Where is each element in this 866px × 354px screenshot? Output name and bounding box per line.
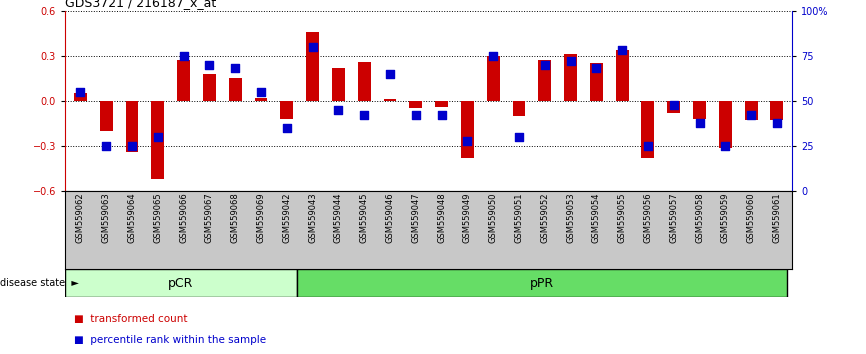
Text: GSM559068: GSM559068	[230, 193, 240, 244]
Point	[615, 47, 629, 53]
Point	[667, 102, 681, 107]
FancyBboxPatch shape	[65, 269, 297, 297]
Bar	[668, 101, 680, 113]
Point	[461, 138, 475, 143]
Bar	[332, 68, 345, 101]
Point	[306, 44, 320, 50]
Text: ■  percentile rank within the sample: ■ percentile rank within the sample	[74, 335, 266, 345]
Text: GSM559045: GSM559045	[359, 193, 369, 243]
Text: disease state  ►: disease state ►	[0, 278, 79, 288]
Point	[564, 58, 578, 64]
Point	[254, 89, 268, 95]
Bar	[435, 101, 448, 107]
Text: GSM559049: GSM559049	[462, 193, 472, 243]
Bar	[100, 101, 113, 131]
Text: GSM559054: GSM559054	[591, 193, 601, 243]
Bar	[384, 99, 397, 101]
Bar	[229, 78, 242, 101]
Bar	[74, 93, 87, 101]
Bar	[152, 101, 165, 179]
Text: pPR: pPR	[530, 277, 554, 290]
Point	[280, 125, 294, 131]
Bar	[513, 101, 526, 116]
Point	[590, 65, 604, 71]
Text: GSM559061: GSM559061	[772, 193, 781, 243]
Bar	[410, 101, 423, 108]
Text: GSM559062: GSM559062	[76, 193, 85, 243]
Bar	[178, 60, 190, 101]
Point	[744, 113, 758, 118]
Bar	[719, 101, 732, 148]
Point	[770, 120, 784, 125]
Text: GSM559053: GSM559053	[566, 193, 575, 243]
Bar	[539, 60, 551, 101]
Point	[409, 113, 423, 118]
Point	[151, 134, 165, 140]
Bar	[693, 101, 706, 119]
Text: GDS3721 / 216187_x_at: GDS3721 / 216187_x_at	[65, 0, 216, 10]
Text: pCR: pCR	[168, 277, 194, 290]
Text: GSM559048: GSM559048	[437, 193, 446, 243]
Text: GSM559057: GSM559057	[669, 193, 678, 243]
Text: GSM559063: GSM559063	[101, 193, 111, 244]
Bar	[642, 101, 655, 158]
Point	[358, 113, 372, 118]
Text: GSM559067: GSM559067	[205, 193, 214, 244]
Point	[229, 65, 242, 71]
Bar	[590, 63, 603, 101]
Point	[100, 143, 113, 149]
Bar	[203, 74, 216, 101]
FancyBboxPatch shape	[297, 269, 787, 297]
Bar	[307, 32, 319, 101]
Point	[641, 143, 655, 149]
Bar	[358, 62, 371, 101]
Point	[693, 120, 707, 125]
Text: GSM559050: GSM559050	[488, 193, 498, 243]
Text: GSM559055: GSM559055	[617, 193, 627, 243]
Text: GSM559056: GSM559056	[643, 193, 652, 243]
Text: GSM559043: GSM559043	[308, 193, 317, 243]
Text: GSM559069: GSM559069	[256, 193, 266, 243]
Point	[203, 62, 216, 68]
Bar	[745, 101, 758, 120]
Bar	[461, 101, 474, 158]
Text: GSM559060: GSM559060	[746, 193, 756, 243]
Point	[74, 89, 87, 95]
Text: GSM559047: GSM559047	[411, 193, 420, 243]
Bar	[281, 101, 294, 119]
Point	[538, 62, 552, 68]
Point	[332, 107, 346, 113]
Bar	[255, 98, 268, 101]
Text: GSM559059: GSM559059	[721, 193, 730, 243]
Text: GSM559066: GSM559066	[179, 193, 188, 244]
Bar	[616, 50, 629, 101]
Point	[383, 71, 397, 76]
Point	[719, 143, 733, 149]
Bar	[771, 101, 784, 120]
Text: GSM559052: GSM559052	[540, 193, 549, 243]
Text: GSM559044: GSM559044	[334, 193, 343, 243]
Text: GSM559065: GSM559065	[153, 193, 162, 243]
Point	[435, 113, 449, 118]
Bar	[126, 101, 139, 152]
Text: ■  transformed count: ■ transformed count	[74, 314, 187, 324]
Bar	[487, 56, 500, 101]
Text: GSM559051: GSM559051	[514, 193, 523, 243]
Text: GSM559058: GSM559058	[695, 193, 704, 243]
Point	[486, 53, 500, 58]
Point	[125, 143, 139, 149]
Bar	[564, 54, 577, 101]
Text: GSM559042: GSM559042	[282, 193, 291, 243]
Text: GSM559064: GSM559064	[127, 193, 137, 243]
Point	[177, 53, 191, 58]
Text: GSM559046: GSM559046	[385, 193, 395, 243]
Point	[512, 134, 526, 140]
